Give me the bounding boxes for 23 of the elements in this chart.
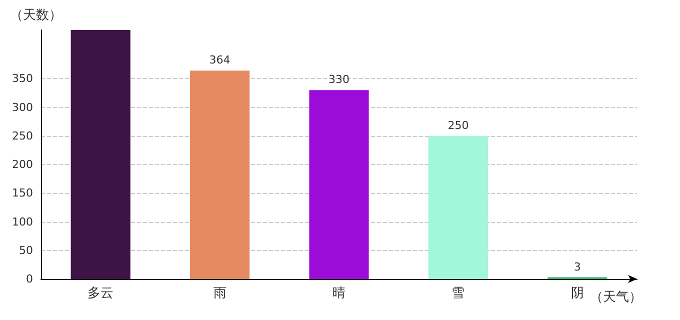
y-tick-label: 150 bbox=[12, 186, 33, 200]
data-label: 364 bbox=[209, 54, 230, 67]
y-tick-label: 300 bbox=[12, 100, 33, 114]
y-tick-label: 250 bbox=[12, 129, 33, 142]
x-tick-label: 阴 bbox=[570, 286, 584, 301]
bar bbox=[309, 90, 369, 279]
data-label: 250 bbox=[448, 118, 469, 132]
y-axis-title: （天数） bbox=[10, 8, 62, 23]
x-tick-label: 多云 bbox=[88, 286, 114, 301]
x-tick-label: 雨 bbox=[213, 286, 226, 301]
bar bbox=[70, 30, 130, 279]
x-tick-label: 晴 bbox=[332, 286, 346, 301]
data-label: 330 bbox=[328, 73, 350, 86]
x-tick-label: 雪 bbox=[452, 286, 465, 301]
bar bbox=[428, 136, 488, 279]
y-tick-label: 100 bbox=[12, 215, 33, 228]
y-tick-label: 200 bbox=[12, 158, 33, 172]
y-tick-label: 350 bbox=[12, 72, 33, 86]
data-label: 3 bbox=[574, 260, 581, 274]
x-axis-title: （天气） bbox=[590, 290, 642, 305]
y-tick-label: 50 bbox=[19, 244, 33, 257]
y-tick-label: 0 bbox=[26, 272, 33, 286]
bar bbox=[190, 70, 250, 279]
